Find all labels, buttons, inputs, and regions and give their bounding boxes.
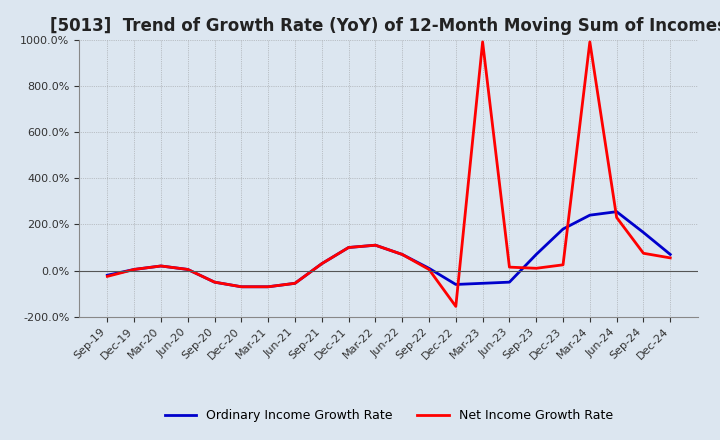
Ordinary Income Growth Rate: [478, 281, 487, 286]
Ordinary Income Growth Rate: [103, 272, 112, 278]
Net Income Growth Rate: [398, 252, 407, 257]
Net Income Growth Rate: [639, 251, 648, 256]
Net Income Growth Rate: [291, 281, 300, 286]
Net Income Growth Rate: [210, 279, 219, 285]
Net Income Growth Rate: [532, 266, 541, 271]
Net Income Growth Rate: [157, 263, 166, 268]
Net Income Growth Rate: [505, 264, 514, 270]
Title: [5013]  Trend of Growth Rate (YoY) of 12-Month Moving Sum of Incomes: [5013] Trend of Growth Rate (YoY) of 12-…: [50, 17, 720, 35]
Line: Ordinary Income Growth Rate: Ordinary Income Growth Rate: [107, 212, 670, 287]
Net Income Growth Rate: [478, 39, 487, 44]
Net Income Growth Rate: [237, 284, 246, 290]
Ordinary Income Growth Rate: [505, 279, 514, 285]
Net Income Growth Rate: [264, 284, 272, 290]
Ordinary Income Growth Rate: [318, 261, 326, 266]
Ordinary Income Growth Rate: [210, 279, 219, 285]
Ordinary Income Growth Rate: [612, 209, 621, 214]
Net Income Growth Rate: [585, 39, 594, 44]
Net Income Growth Rate: [425, 267, 433, 272]
Net Income Growth Rate: [666, 255, 675, 260]
Net Income Growth Rate: [559, 262, 567, 268]
Net Income Growth Rate: [344, 245, 353, 250]
Ordinary Income Growth Rate: [130, 267, 138, 272]
Ordinary Income Growth Rate: [425, 266, 433, 271]
Legend: Ordinary Income Growth Rate, Net Income Growth Rate: Ordinary Income Growth Rate, Net Income …: [160, 404, 618, 427]
Ordinary Income Growth Rate: [291, 281, 300, 286]
Ordinary Income Growth Rate: [585, 213, 594, 218]
Net Income Growth Rate: [612, 215, 621, 220]
Ordinary Income Growth Rate: [398, 252, 407, 257]
Net Income Growth Rate: [371, 242, 379, 248]
Ordinary Income Growth Rate: [639, 230, 648, 235]
Ordinary Income Growth Rate: [559, 226, 567, 231]
Line: Net Income Growth Rate: Net Income Growth Rate: [107, 42, 670, 306]
Ordinary Income Growth Rate: [666, 252, 675, 257]
Ordinary Income Growth Rate: [344, 245, 353, 250]
Ordinary Income Growth Rate: [532, 252, 541, 257]
Net Income Growth Rate: [103, 274, 112, 279]
Ordinary Income Growth Rate: [157, 263, 166, 268]
Net Income Growth Rate: [184, 267, 192, 272]
Net Income Growth Rate: [451, 304, 460, 309]
Net Income Growth Rate: [318, 261, 326, 266]
Ordinary Income Growth Rate: [264, 284, 272, 290]
Ordinary Income Growth Rate: [451, 282, 460, 287]
Net Income Growth Rate: [130, 267, 138, 272]
Ordinary Income Growth Rate: [184, 267, 192, 272]
Ordinary Income Growth Rate: [371, 242, 379, 248]
Ordinary Income Growth Rate: [237, 284, 246, 290]
